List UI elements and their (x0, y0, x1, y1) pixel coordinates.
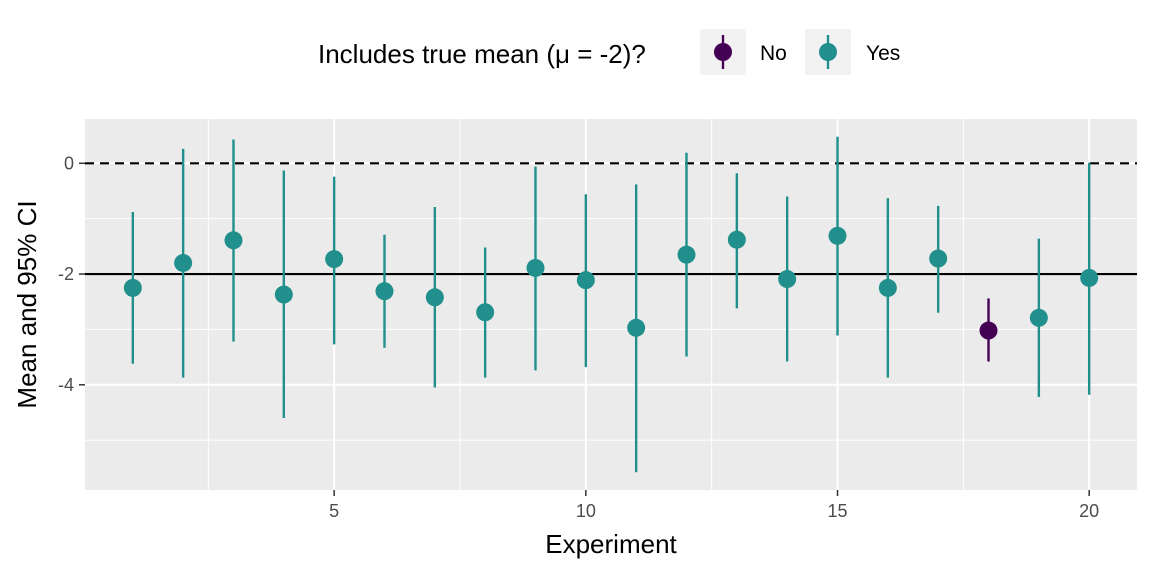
legend-label-no: No (760, 42, 787, 65)
mean-point-1 (123, 278, 142, 297)
mean-point-6 (375, 282, 394, 301)
mean-point-3 (224, 231, 243, 250)
mean-point-8 (476, 303, 495, 322)
mean-point-11 (627, 318, 646, 337)
mean-point-5 (325, 250, 344, 269)
legend-label-yes: Yes (866, 42, 900, 65)
x-tick-label: 15 (827, 501, 847, 521)
mean-point-19 (1029, 308, 1048, 327)
mean-point-4 (274, 285, 293, 304)
mean-point-17 (929, 249, 948, 268)
plot-panel (85, 119, 1137, 490)
mean-point-2 (174, 253, 193, 272)
x-tick-label: 10 (576, 501, 596, 521)
legend-title: Includes true mean (μ = -2)? (318, 39, 646, 69)
x-tick-label: 5 (329, 501, 339, 521)
legend: Includes true mean (μ = -2)? No Yes (318, 29, 900, 75)
legend-key-yes-dot (819, 43, 837, 61)
y-axis-title: Mean and 95% CI (12, 200, 42, 408)
mean-point-15 (828, 226, 847, 245)
mean-point-12 (677, 245, 696, 264)
reference-lines (85, 162, 1137, 276)
mean-point-14 (778, 270, 797, 289)
legend-key-no-dot (714, 43, 732, 61)
y-tick-label: 0 (64, 153, 74, 173)
y-axis: 0 -2 -4 (58, 153, 85, 395)
mean-point-18 (979, 321, 998, 340)
mean-point-7 (425, 288, 444, 307)
mean-point-10 (576, 271, 595, 290)
x-tick-label: 20 (1079, 501, 1099, 521)
mean-point-20 (1080, 268, 1099, 287)
x-axis: 5 10 15 20 (329, 490, 1099, 521)
mean-point-9 (526, 258, 545, 277)
y-tick-label: -2 (58, 264, 74, 284)
mean-point-16 (878, 278, 897, 297)
x-axis-title: Experiment (545, 529, 677, 559)
y-tick-label: -4 (58, 375, 74, 395)
mean-point-13 (727, 230, 746, 249)
data-points (123, 136, 1099, 473)
